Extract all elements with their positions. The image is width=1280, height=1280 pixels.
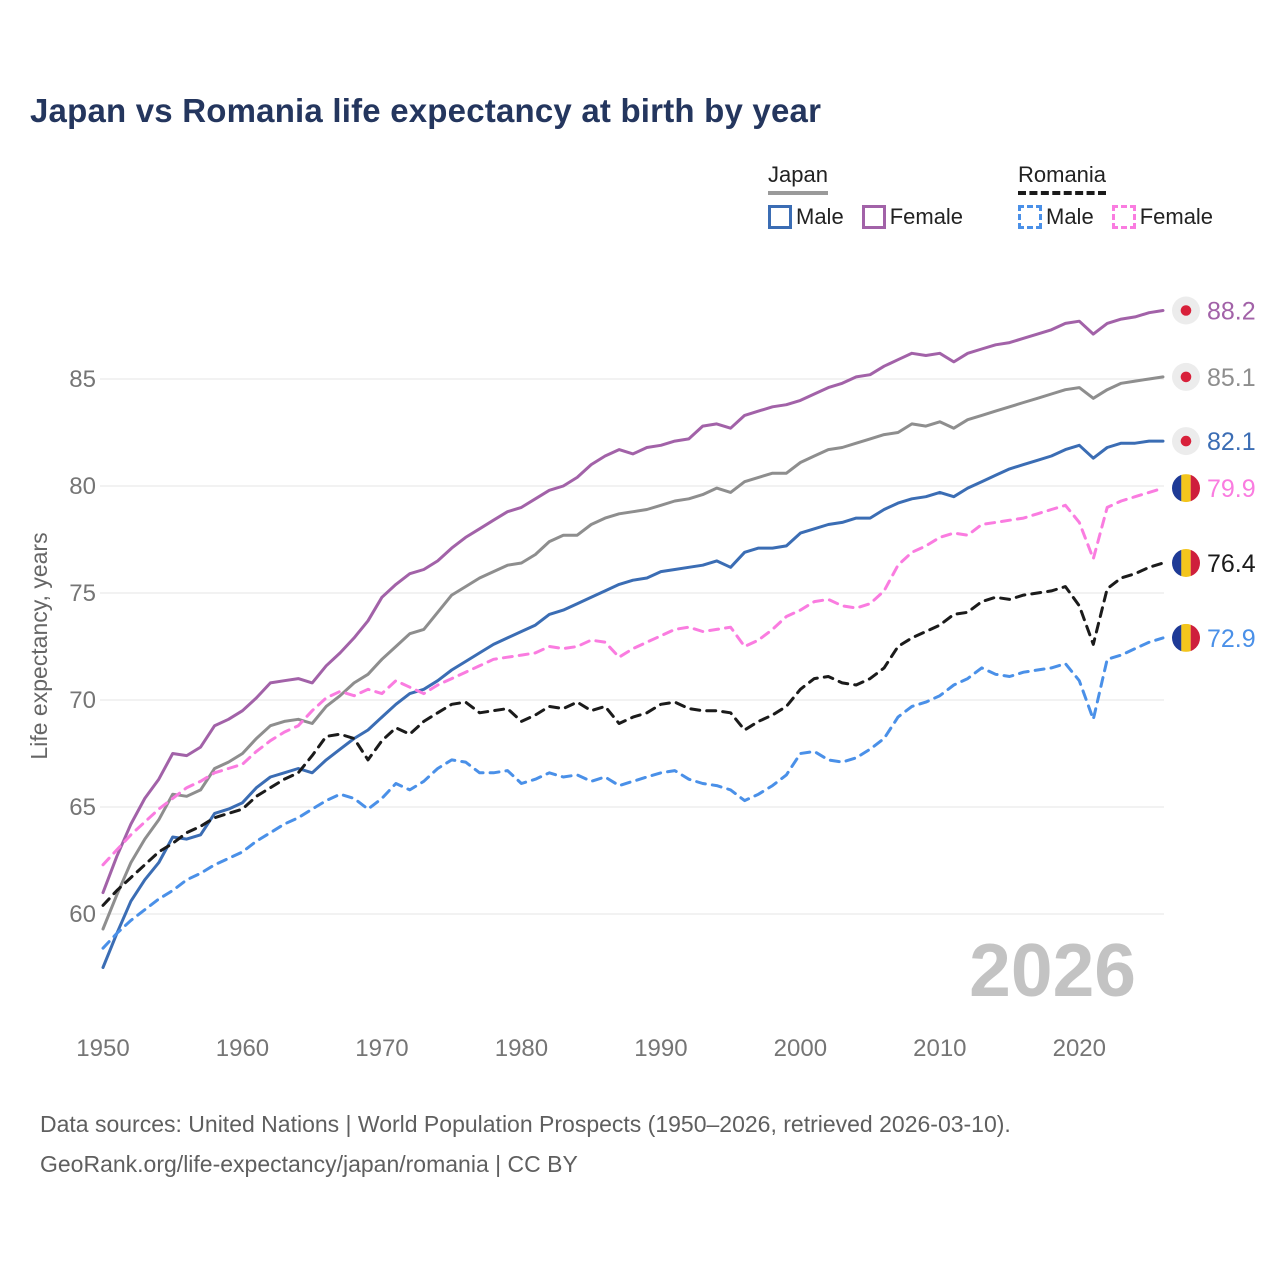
legend-item-romania-female[interactable]: Female bbox=[1111, 204, 1214, 230]
end-value-label-japan-female: 88.2 bbox=[1207, 298, 1256, 326]
legend-romania-female-label: Female bbox=[1139, 204, 1214, 229]
series-line-japan-male bbox=[101, 439, 1165, 969]
end-marker-romania-female: 79.9 bbox=[1172, 474, 1256, 503]
end-value-label-romania-male: 72.9 bbox=[1207, 625, 1256, 653]
x-tick-label-1960: 1960 bbox=[216, 1035, 269, 1062]
legend-group-japan: Japan Male Female bbox=[768, 162, 963, 230]
romania-flag-icon bbox=[1172, 549, 1200, 577]
footer: Data sources: United Nations | World Pop… bbox=[40, 1104, 1011, 1184]
series-line-romania-total bbox=[101, 561, 1165, 907]
legend-group-romania: Romania Male Female bbox=[1018, 162, 1213, 230]
romania-male-swatch bbox=[1018, 205, 1042, 229]
japan-female-swatch bbox=[861, 205, 886, 229]
romania-flag-icon bbox=[1172, 474, 1200, 503]
y-axis-title: Life expectancy, years bbox=[26, 532, 52, 759]
x-tick-label-2010: 2010 bbox=[913, 1035, 966, 1062]
legend-japan-female-label: Female bbox=[889, 204, 964, 229]
japan-flag-dot bbox=[1180, 305, 1192, 316]
y-tick-label-70: 70 bbox=[69, 687, 96, 714]
romania-flag-icon bbox=[1172, 623, 1200, 652]
x-tick-label-1980: 1980 bbox=[495, 1035, 548, 1062]
y-tick-label-65: 65 bbox=[69, 794, 96, 821]
page-title: Japan vs Romania life expectancy at birt… bbox=[30, 92, 822, 129]
romania-female-swatch bbox=[1111, 205, 1136, 229]
x-tick-label-1990: 1990 bbox=[634, 1035, 687, 1062]
x-tick-label-1950: 1950 bbox=[76, 1035, 129, 1062]
x-tick-label-2020: 2020 bbox=[1053, 1035, 1106, 1062]
x-tick-label-2000: 2000 bbox=[774, 1035, 827, 1062]
y-tick-label-60: 60 bbox=[69, 901, 96, 928]
japan-male-swatch bbox=[768, 205, 792, 229]
legend-japan-header: Japan bbox=[768, 162, 828, 195]
legend-item-japan-female[interactable]: Female bbox=[861, 204, 964, 230]
japan-flag-dot bbox=[1180, 435, 1192, 447]
legend-item-japan-male[interactable]: Male bbox=[768, 204, 844, 230]
series-line-romania-female bbox=[101, 486, 1165, 867]
legend-item-romania-male[interactable]: Male bbox=[1018, 204, 1094, 230]
x-tick-label-1970: 1970 bbox=[355, 1035, 408, 1062]
end-value-label-romania-female: 79.9 bbox=[1207, 475, 1256, 503]
footer-url-line: GeoRank.org/life-expectancy/japan/romani… bbox=[40, 1151, 578, 1177]
series-line-japan-female bbox=[101, 309, 1165, 895]
legend-japan-male-label: Male bbox=[796, 204, 844, 229]
y-tick-label-85: 85 bbox=[69, 366, 96, 393]
end-value-label-japan-male: 82.1 bbox=[1207, 428, 1256, 456]
japan-flag-dot bbox=[1180, 371, 1192, 383]
end-marker-japan-male: 82.1 bbox=[1172, 427, 1256, 456]
y-tick-label-80: 80 bbox=[69, 473, 96, 500]
end-value-label-romania-total: 76.4 bbox=[1207, 550, 1256, 578]
end-marker-romania-total: 76.4 bbox=[1172, 549, 1256, 578]
legend: Japan Male Female Romania Male bbox=[0, 162, 1280, 242]
series-line-romania-male bbox=[101, 636, 1165, 950]
end-marker-japan-female: 88.2 bbox=[1172, 296, 1256, 326]
end-value-label-japan-total: 85.1 bbox=[1207, 364, 1256, 392]
legend-romania-header: Romania bbox=[1018, 162, 1107, 195]
footer-source-line: Data sources: United Nations | World Pop… bbox=[40, 1111, 1011, 1137]
end-marker-romania-male: 72.9 bbox=[1172, 623, 1256, 653]
line-chart: 60 65 70 75 80 85 1950 1960 1970 1980 1990 2000 2010… bbox=[26, 296, 1256, 1062]
y-tick-label-75: 75 bbox=[69, 580, 96, 607]
series-line-japan-total bbox=[101, 375, 1165, 931]
legend-romania-male-label: Male bbox=[1046, 204, 1094, 229]
end-marker-japan-total: 85.1 bbox=[1172, 362, 1256, 392]
watermark-year: 2026 bbox=[969, 928, 1136, 1012]
